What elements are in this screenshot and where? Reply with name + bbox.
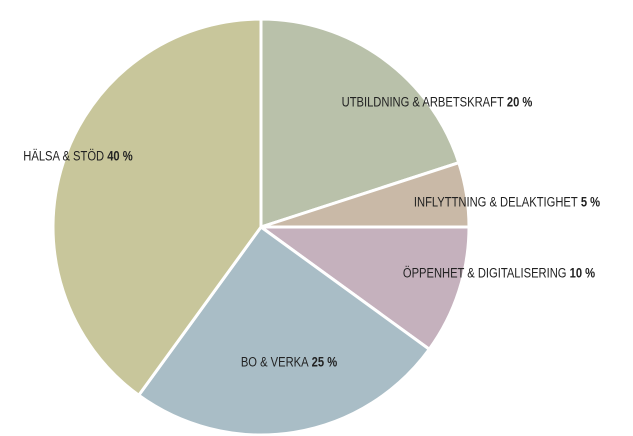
- value-label: 25 %: [312, 355, 337, 370]
- value-label: 20 %: [507, 95, 532, 110]
- category-label: HÄLSA & STÖD: [23, 149, 104, 164]
- value-label: 5 %: [581, 195, 600, 210]
- slice-label-text: UTBILDNING & ARBETSKRAFT 20 %: [342, 95, 533, 110]
- value-label: 10 %: [570, 266, 595, 281]
- slice-label: INFLYTTNING & DELAKTIGHET 5 %: [414, 195, 600, 210]
- category-label: BO & VERKA: [241, 355, 309, 370]
- slice-label-text: ÖPPENHET & DIGITALISERING 10 %: [403, 266, 595, 281]
- slice-label-text: BO & VERKA 25 %: [241, 355, 337, 370]
- pie-slice: [137, 225, 431, 436]
- category-label: UTBILDNING & ARBETSKRAFT: [342, 95, 504, 110]
- slice-label: UTBILDNING & ARBETSKRAFT 20 %: [342, 95, 533, 110]
- category-label: INFLYTTNING & DELAKTIGHET: [414, 195, 578, 210]
- category-label: ÖPPENHET & DIGITALISERING: [403, 266, 567, 281]
- slice-label: BO & VERKA 25 %: [241, 355, 337, 370]
- pie-slice: [259, 17, 461, 229]
- slice-label-text: HÄLSA & STÖD 40 %: [23, 149, 132, 164]
- pie-slice: [51, 17, 263, 397]
- slice-label-text: INFLYTTNING & DELAKTIGHET 5 %: [414, 195, 600, 210]
- value-label: 40 %: [107, 149, 132, 164]
- slice-label: ÖPPENHET & DIGITALISERING 10 %: [403, 266, 595, 281]
- pie-slice: [259, 225, 471, 351]
- slice-label: HÄLSA & STÖD 40 %: [23, 149, 132, 164]
